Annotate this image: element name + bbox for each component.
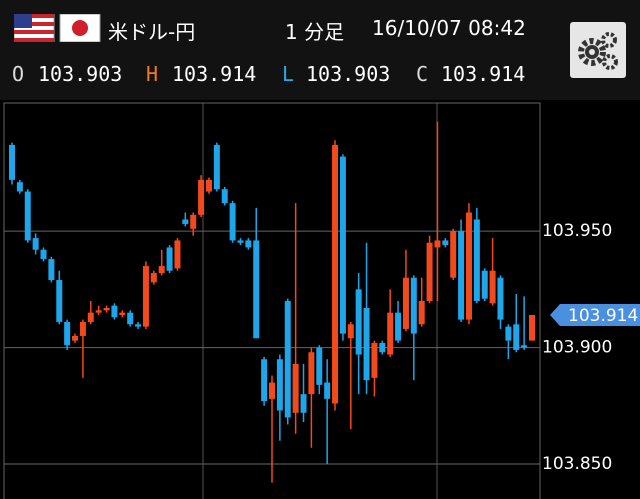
ohlc-value: 103.903 [306,62,391,86]
candle-body [339,156,346,334]
candle-body [48,259,55,281]
candle-body [32,238,39,250]
candle-body [79,321,86,336]
candle-body [276,359,283,411]
ohlc-value: 103.914 [172,62,257,86]
ohlc-label: O [12,62,25,86]
candle-body [221,189,228,204]
candle-body [410,277,417,334]
ohlc-label: H [146,62,159,86]
candle-body [24,191,31,241]
candle-body [442,240,449,246]
candle-body [9,144,15,180]
candle-body [387,312,394,355]
candle-body [56,280,63,322]
candle-body [87,312,94,322]
last-price-marker [550,303,640,326]
candle-body [324,382,331,399]
candle-body [347,324,354,339]
candle-body [253,240,260,339]
candle-body [418,301,425,325]
y-tick-label: 103.850 [542,454,612,474]
candle-body [150,273,157,283]
candle-body [497,277,504,320]
candle-body [458,231,465,320]
candle-body [505,326,512,341]
candle-body [119,312,126,315]
plot-border [3,102,541,499]
timeframe: 1 分足 [285,20,345,44]
last-price-label: 103.914 [568,306,638,326]
candle-body [426,242,433,301]
y-tick-label: 103.950 [542,221,612,241]
candle-body [316,347,323,385]
candle-body [95,310,102,313]
y-tick-label: 103.900 [542,338,612,358]
candle-body [513,324,520,350]
candle-body [308,352,315,395]
candle-body [395,312,402,341]
candle-body [300,394,307,413]
candle-body [229,203,236,241]
candle-body [489,270,496,304]
ohlc-label: L [282,62,295,86]
candle-body [355,289,362,355]
datetime: 16/10/07 08:42 [372,16,526,40]
candle-body [213,144,220,190]
ohlc-label: C [416,62,429,86]
candle-body [434,240,441,248]
candle-body [198,179,205,215]
ohlc-value: 103.903 [38,62,123,86]
candle-body [72,335,79,341]
candle-body [64,321,71,346]
gear-icon [578,32,618,70]
candle-body [237,240,244,243]
candle-body [481,270,488,299]
candle-body [40,249,47,260]
candle-body [371,342,378,378]
candle-body [363,307,370,381]
settings-button[interactable] [570,22,626,78]
currency-pair: 米ドル-円 [108,20,196,44]
candle-body [190,214,197,229]
candle-body [521,345,528,348]
candle-body [473,219,480,301]
candle-body [261,359,268,402]
candle-body [292,363,299,413]
candle-body [332,144,339,404]
candle-body [158,266,165,274]
candle-body [174,240,181,269]
candle-body [245,240,252,248]
candle-body [465,212,472,320]
candle-body [135,324,142,327]
ohlc-value: 103.914 [441,62,526,86]
candle-body [16,182,23,192]
candle-body [379,342,386,353]
candle-body [182,219,189,225]
candle-body [269,382,275,399]
candle-body [111,305,118,318]
candle-body [529,314,535,341]
candle-body [284,301,291,418]
candle-body [402,277,409,329]
candle-body [103,307,110,311]
candle-body [166,247,173,271]
candle-body [142,266,149,327]
candle-body [450,231,457,278]
header: 米ドル-円 1 分足 16/10/07 08:42 O 103.903 H 10… [0,0,640,100]
candle-body [205,179,212,192]
flags [14,14,101,42]
candle-body [127,312,134,325]
